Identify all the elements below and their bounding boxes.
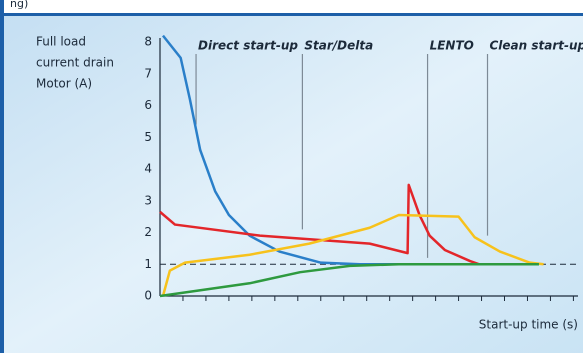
series-line xyxy=(159,263,539,298)
series-line xyxy=(161,213,544,297)
y-tick-label: 6 xyxy=(144,98,152,112)
y-axis-label: Full load xyxy=(36,35,86,49)
y-tick-label: 0 xyxy=(144,289,152,303)
top-border xyxy=(0,13,583,16)
y-tick-label: 2 xyxy=(144,225,152,239)
y-axis-label: current drain xyxy=(36,56,114,70)
annotation-label: Clean start-up xyxy=(490,39,583,53)
top-strip xyxy=(0,0,583,13)
y-axis-label: Motor (A) xyxy=(36,77,92,91)
title: ng) xyxy=(10,0,28,10)
y-tick-label: 7 xyxy=(144,66,152,80)
y-tick-label: 4 xyxy=(144,162,152,176)
left-border xyxy=(0,0,4,353)
annotation-label: Direct start-up xyxy=(198,39,298,53)
series-line xyxy=(159,183,480,266)
x-axis-label: Start-up time (s) xyxy=(479,318,578,332)
series-line xyxy=(162,34,436,266)
y-tick-label: 8 xyxy=(144,35,152,49)
y-tick-label: 1 xyxy=(144,257,152,271)
annotation-label: Star/Delta xyxy=(304,39,373,53)
y-tick-label: 5 xyxy=(144,130,152,144)
y-tick-label: 3 xyxy=(144,193,152,207)
annotation-label: LENTO xyxy=(430,39,474,53)
